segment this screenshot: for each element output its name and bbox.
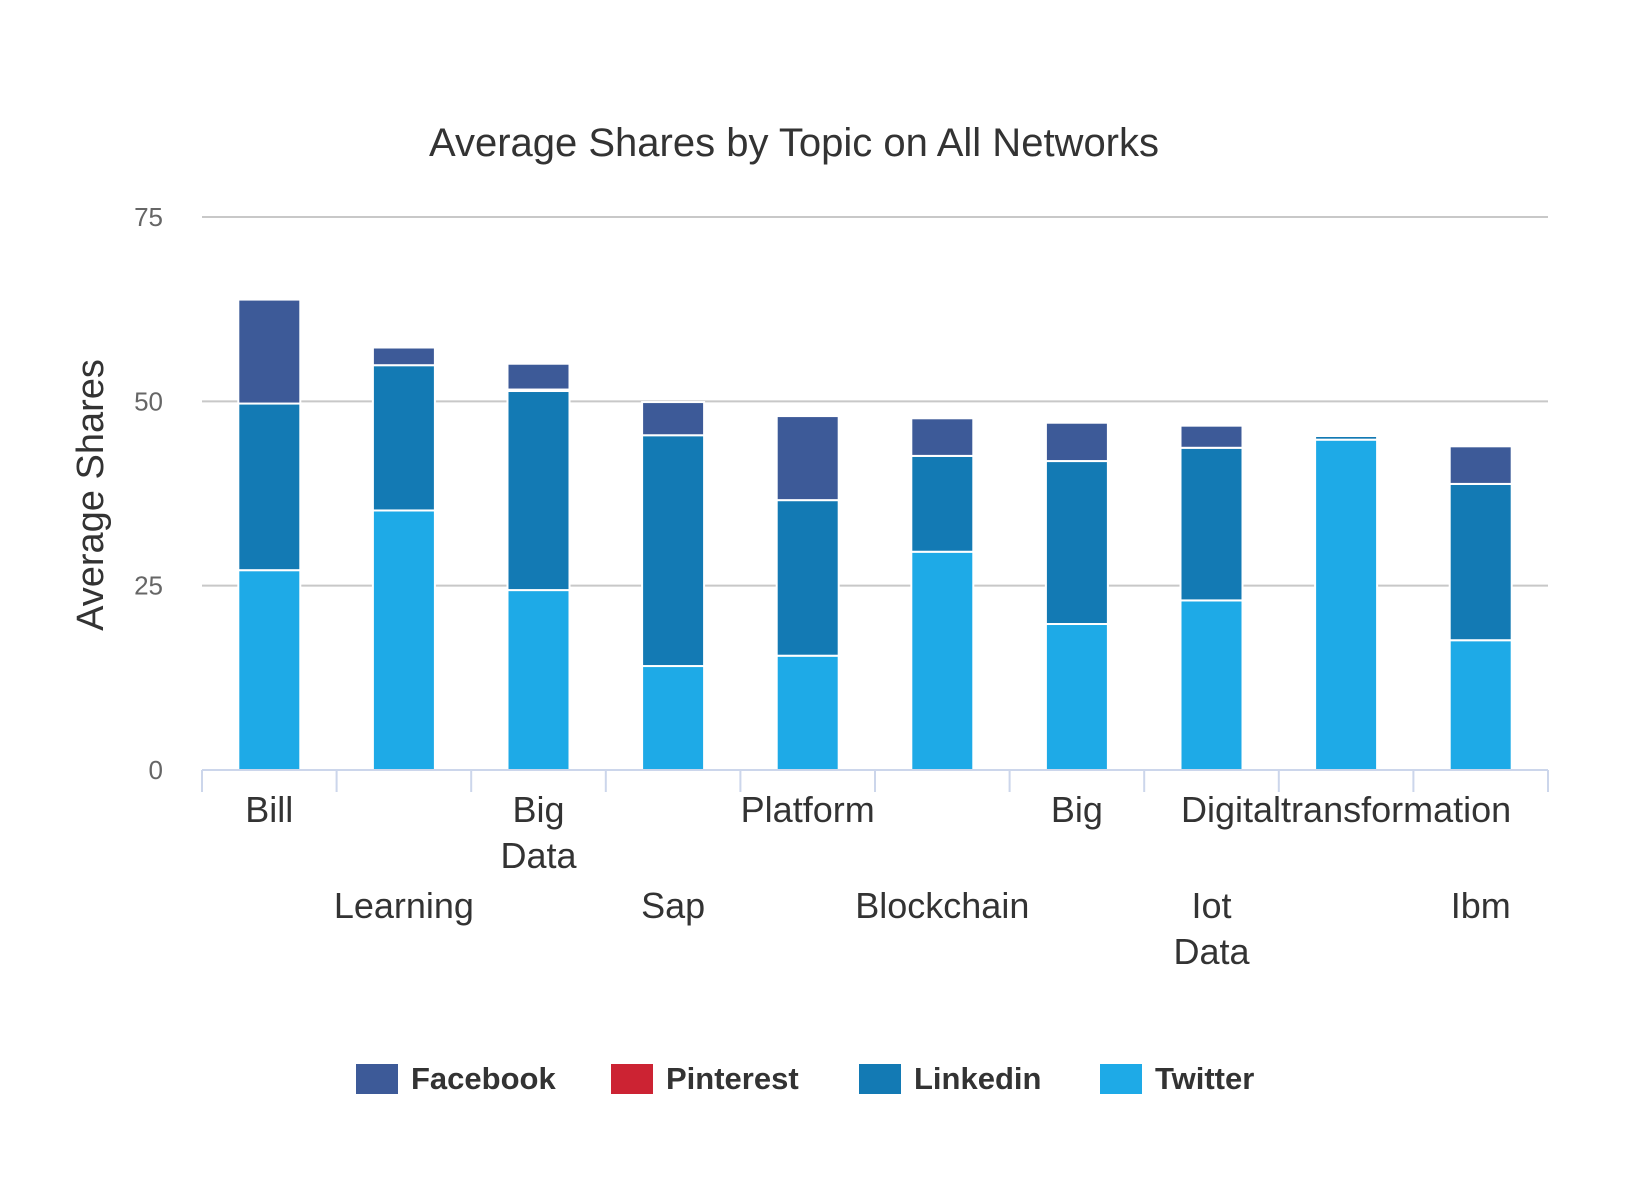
bar-segment-linkedin [1044, 460, 1109, 626]
bar-segment-twitter [1448, 639, 1513, 771]
legend-item-linkedin[interactable]: Linkedin [859, 1061, 1041, 1096]
bar-segment-facebook [506, 362, 571, 391]
legend-label: Linkedin [914, 1061, 1041, 1096]
bar-segment-twitter [1314, 438, 1379, 771]
x-tick-label: Digitaltransformation [1181, 789, 1511, 830]
x-tick-label-line: Bill [245, 789, 293, 830]
bar-segment-twitter [371, 509, 436, 771]
legend-swatch [859, 1064, 901, 1094]
legend-item-twitter[interactable]: Twitter [1100, 1061, 1254, 1096]
y-tick-label: 0 [149, 755, 163, 785]
bar-segment-twitter [910, 550, 975, 771]
bar-segment-facebook [1179, 424, 1244, 449]
legend-swatch [1100, 1064, 1142, 1094]
x-axis [201, 769, 1549, 792]
chart-title: Average Shares by Topic on All Networks [429, 121, 1159, 165]
bar-segment-linkedin [506, 390, 571, 592]
y-tick-label: 25 [134, 571, 163, 601]
x-tick-label-line: Learning [334, 885, 474, 926]
bar-segment-linkedin [371, 364, 436, 512]
legend-label: Facebook [411, 1061, 556, 1096]
x-tick-label-line: Blockchain [855, 885, 1029, 926]
x-tick-label: Bill [245, 789, 293, 830]
bar-segment-twitter [641, 665, 706, 772]
bar-segment-facebook [1314, 434, 1379, 437]
x-tick-label: Blockchain [855, 885, 1029, 926]
x-tick-label-line: Sap [641, 885, 705, 926]
bar-segment-linkedin [1179, 446, 1244, 602]
legend-swatch [611, 1064, 653, 1094]
bar-segment-facebook [910, 417, 975, 457]
x-tick-label: Sap [641, 885, 705, 926]
x-tick-label: Big [1051, 789, 1103, 830]
x-tick-label-line: Ibm [1451, 885, 1511, 926]
legend-item-pinterest[interactable]: Pinterest [611, 1061, 799, 1096]
x-tick-label-line: Data [1173, 931, 1250, 972]
x-tick-label: Platform [741, 789, 875, 830]
x-tick-label-line: Iot [1191, 885, 1231, 926]
bar-segment-twitter [506, 589, 571, 771]
legend-item-facebook[interactable]: Facebook [356, 1061, 556, 1096]
x-tick-label: Iot Data [1173, 885, 1250, 972]
x-tick-label-line: Big [512, 789, 564, 830]
x-tick-label-line: Platform [741, 789, 875, 830]
bar-segment-twitter [1179, 599, 1244, 771]
bar-segment-facebook [237, 298, 302, 405]
x-axis-ticks: Bill Learning Big Data Sap Platform Blockchain… [245, 789, 1511, 972]
y-axis-ticks: 0 25 50 75 [134, 202, 163, 785]
bar-segment-facebook [641, 401, 706, 437]
x-tick-label: Learning [334, 885, 474, 926]
legend-label: Pinterest [666, 1061, 799, 1096]
x-tick-label: Big Data [500, 789, 577, 876]
legend-swatch [356, 1064, 398, 1094]
legend: Facebook Pinterest Linkedin Twitter [356, 1061, 1254, 1096]
bar-segment-facebook [1044, 421, 1109, 463]
x-tick-label: Ibm [1451, 885, 1511, 926]
x-tick-label-line: Big [1051, 789, 1103, 830]
bar-segment-linkedin [237, 402, 302, 572]
bar-segment-twitter [775, 654, 840, 771]
bar-segment-twitter [1044, 623, 1109, 771]
bars [237, 298, 1513, 772]
bar-segment-linkedin [910, 454, 975, 553]
y-tick-label: 75 [134, 202, 163, 232]
bar-segment-linkedin [775, 499, 840, 657]
bar-segment-linkedin [641, 434, 706, 668]
bar-segment-twitter [237, 569, 302, 772]
x-tick-label-line: Digitaltransformation [1181, 789, 1511, 830]
bar-segment-facebook [371, 346, 436, 367]
y-tick-label: 50 [134, 386, 163, 416]
bar-segment-linkedin [1448, 482, 1513, 642]
y-axis-label: Average Shares [70, 359, 112, 631]
x-tick-label-line: Data [500, 835, 577, 876]
legend-label: Twitter [1155, 1061, 1254, 1096]
bar-segment-facebook [775, 415, 840, 502]
bar-segment-facebook [1448, 445, 1513, 485]
